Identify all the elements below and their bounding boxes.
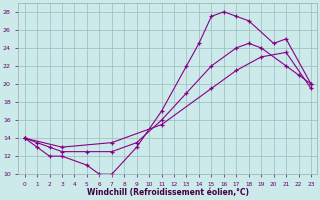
X-axis label: Windchill (Refroidissement éolien,°C): Windchill (Refroidissement éolien,°C) <box>87 188 249 197</box>
